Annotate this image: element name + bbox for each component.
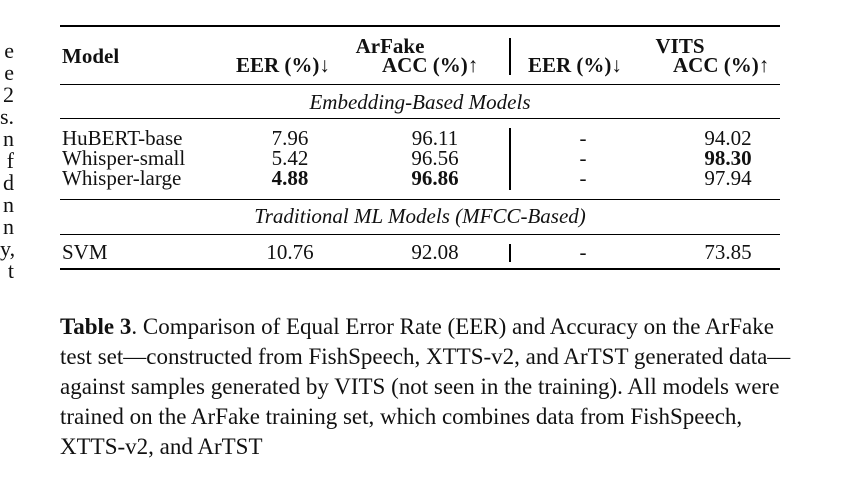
row-vits-acc: 94.02 [704,126,752,150]
header-vits-eer: EER (%)↓ [528,53,622,77]
fragment: y, [0,236,16,261]
section-rule [60,199,780,200]
section-title: Traditional ML Models (MFCC-Based) [254,204,586,228]
row-model: Whisper-large [62,166,182,190]
row-arfake-acc: 96.11 [411,126,459,150]
header-vits: VITS [655,34,705,58]
caption-label: Table 3 [60,314,132,339]
row-vits-eer: - [579,146,587,170]
row-arfake-acc-best: 96.86 [411,166,459,190]
row-arfake-eer: 5.42 [271,146,309,170]
header-model: Model [62,44,120,68]
bottom-rule [60,268,780,270]
header-arfake: ArFake [355,34,425,58]
row-vits-eer: - [579,126,587,150]
row-vits-acc: 73.85 [704,240,752,264]
caption-text: . Comparison of Equal Error Rate (EER) a… [60,314,791,459]
fragment: e [4,60,14,85]
fragment: n [3,126,14,151]
header-arfake-eer: EER (%)↓ [236,53,330,77]
section-rule [60,118,780,119]
fragment: t [7,258,14,282]
row-vits-acc-best: 98.30 [704,146,752,170]
row-arfake-eer-best: 4.88 [271,166,309,190]
row-arfake-acc: 92.08 [411,240,459,264]
row-model: HuBERT-base [62,126,183,150]
fragment: n [3,214,14,239]
fragment: n [3,192,14,217]
header-divider [509,38,511,75]
body-divider [509,128,511,190]
row-model: Whisper-small [62,146,186,170]
results-table: Model ArFake VITS EER (%)↓ ACC (%)↑ EER … [60,0,780,290]
top-rule [60,25,780,27]
section-title: Embedding-Based Models [309,90,531,114]
row-vits-eer: - [579,166,587,190]
row-vits-acc: 97.94 [704,166,752,190]
row-arfake-acc: 96.56 [411,146,459,170]
fragment: f [6,148,14,173]
fragment: 2 [3,82,14,107]
header-rule [60,84,780,85]
row-arfake-eer: 7.96 [271,126,309,150]
section-rule [60,234,780,235]
left-column-fragments: e e 2 s. n f d n n y, t [0,40,16,282]
fragment: e [4,40,14,63]
fragment: s. [0,104,15,129]
table-caption: Table 3. Comparison of Equal Error Rate … [60,312,800,462]
header-vits-acc: ACC (%)↑ [673,53,770,77]
row-vits-eer: - [579,240,587,264]
row-arfake-eer: 10.76 [266,240,314,264]
svm-divider [509,244,511,262]
header-arfake-acc: ACC (%)↑ [382,53,479,77]
fragment: d [3,170,14,195]
row-model: SVM [62,240,108,264]
